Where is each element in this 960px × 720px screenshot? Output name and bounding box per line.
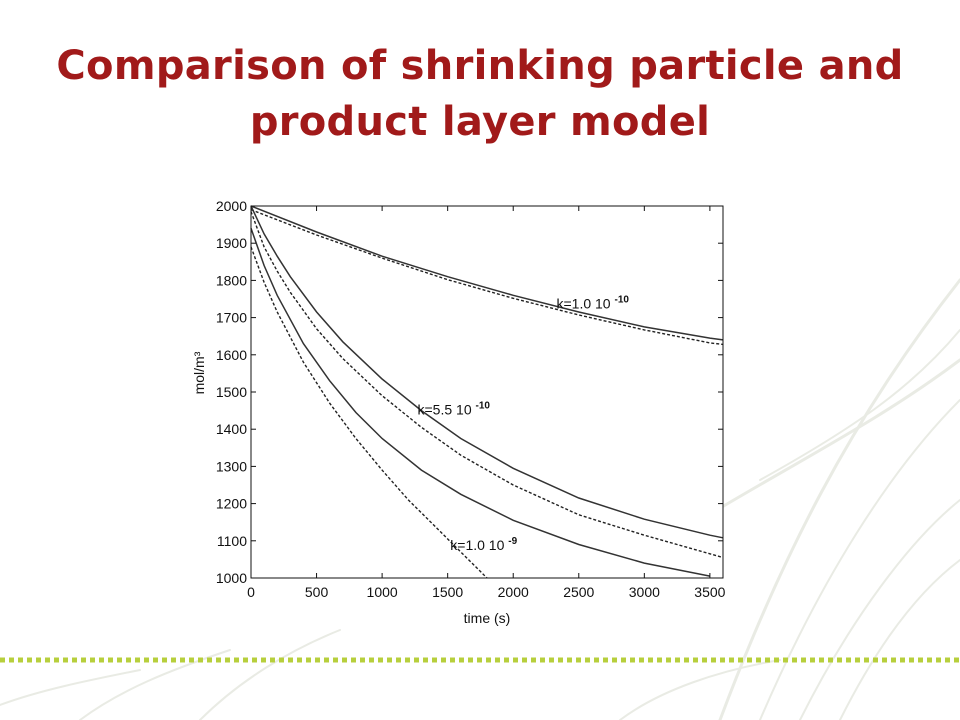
y-tick-label: 1000 bbox=[216, 570, 247, 586]
leaf-stroke bbox=[759, 399, 960, 720]
label-layer: 0 500 1000 1500 2000 2500 3000 3500 1000 1100 1200… bbox=[216, 198, 726, 600]
leaf-stroke bbox=[79, 649, 231, 720]
x-tick-label: 1500 bbox=[432, 584, 463, 600]
leaf-stroke bbox=[0, 669, 141, 706]
y-tick-label: 1600 bbox=[216, 347, 247, 363]
series-line-2 bbox=[250, 209, 724, 346]
x-tick-label: 0 bbox=[247, 584, 255, 600]
series-layer bbox=[250, 205, 724, 579]
annotation-layer: k=1.0 10 -10 k=5.5 10 -10 k=1.0 10 -9 bbox=[418, 294, 630, 553]
leaf-stroke bbox=[799, 499, 960, 720]
curve-annotation: k=1.0 10 -9 bbox=[450, 536, 517, 553]
series-line-5 bbox=[250, 228, 711, 577]
series-line-1 bbox=[250, 205, 724, 341]
y-tick-label: 1100 bbox=[217, 533, 247, 549]
leaf-stroke bbox=[619, 659, 781, 720]
y-tick-label: 1300 bbox=[216, 458, 247, 474]
y-tick-label: 1500 bbox=[216, 384, 247, 400]
plot-area bbox=[251, 206, 723, 578]
series-line-3 bbox=[250, 205, 724, 539]
x-tick-label: 3500 bbox=[694, 584, 725, 600]
x-tick-label: 1000 bbox=[367, 584, 398, 600]
x-tick-label: 500 bbox=[305, 584, 329, 600]
x-tick-label: 2000 bbox=[498, 584, 529, 600]
x-tick-label: 3000 bbox=[629, 584, 660, 600]
y-tick-label: 2000 bbox=[216, 198, 247, 214]
leaf-stroke bbox=[839, 559, 960, 720]
slide-title: Comparison of shrinking particle and pro… bbox=[56, 43, 904, 145]
y-tick-label: 1400 bbox=[216, 421, 247, 437]
leaf-stroke bbox=[718, 278, 960, 720]
y-tick-label: 1800 bbox=[216, 272, 247, 288]
y-axis-label: mol/m³ bbox=[191, 351, 207, 394]
curve-annotation: k=1.0 10 -10 bbox=[556, 294, 629, 311]
curve-annotation: k=5.5 10 -10 bbox=[418, 400, 491, 417]
y-tick-label: 1200 bbox=[216, 496, 247, 512]
leaf-stroke bbox=[199, 629, 341, 720]
leaf-stroke bbox=[759, 329, 960, 481]
series-line-4 bbox=[250, 211, 724, 559]
tick-layer bbox=[250, 205, 723, 579]
leaf-stroke bbox=[698, 358, 960, 522]
x-axis-label: time (s) bbox=[464, 610, 511, 626]
y-tick-label: 1700 bbox=[216, 310, 247, 326]
y-tick-label: 1900 bbox=[216, 235, 247, 251]
x-tick-label: 2500 bbox=[563, 584, 594, 600]
